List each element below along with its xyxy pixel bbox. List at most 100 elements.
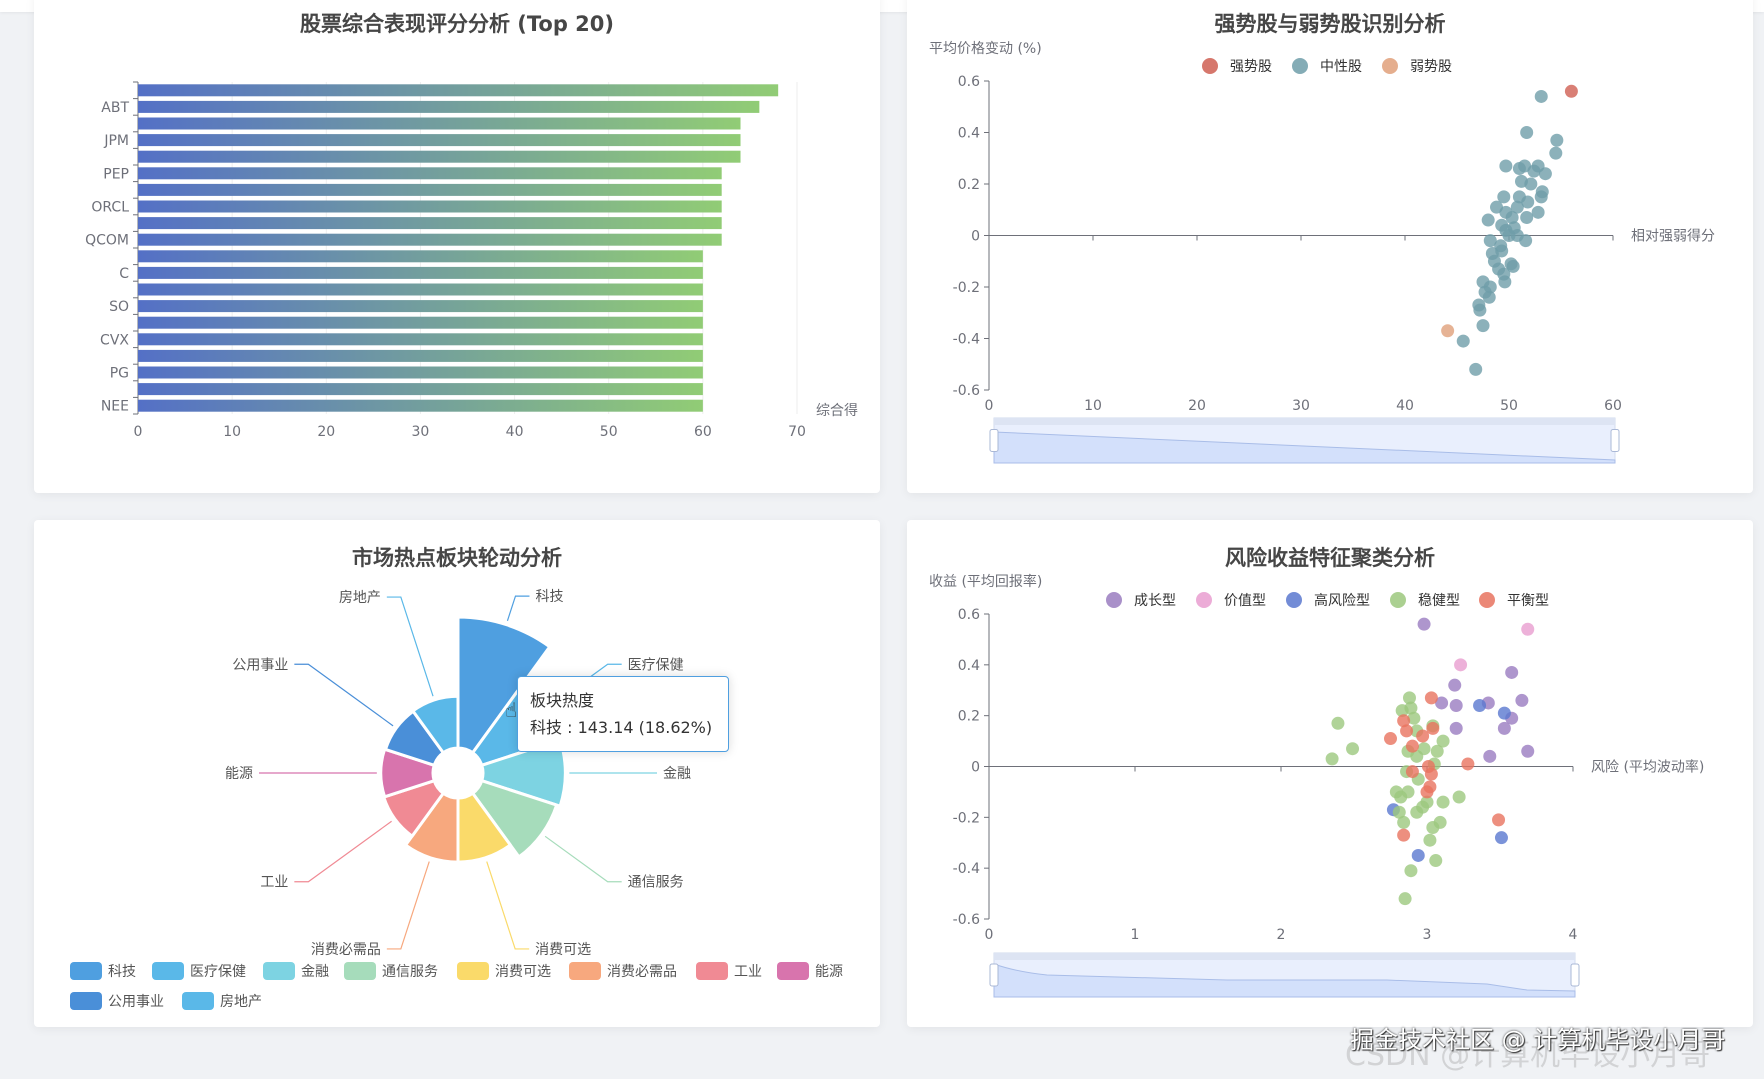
rose-slice[interactable] xyxy=(471,779,559,859)
legend-label: 能源 xyxy=(815,964,843,980)
legend-item[interactable]: 消费必需品 xyxy=(569,961,677,981)
data-point xyxy=(1449,721,1463,735)
x-tick-label: 4 xyxy=(1569,927,1578,943)
y-tick-label: SO xyxy=(109,299,129,315)
data-point xyxy=(1473,303,1487,317)
data-point xyxy=(1452,790,1466,804)
y-tick-label: -0.2 xyxy=(953,810,980,826)
y-tick-label: 0.2 xyxy=(958,709,980,725)
legend-marker-icon xyxy=(1382,58,1398,74)
data-point xyxy=(1397,815,1411,829)
legend-item[interactable]: 消费可选 xyxy=(457,961,551,981)
label-leader-line xyxy=(506,595,530,622)
data-point xyxy=(1400,724,1414,738)
data-point xyxy=(1325,752,1339,766)
legend-swatch-icon xyxy=(70,992,102,1010)
data-point xyxy=(1398,892,1412,906)
x-tick-label: 10 xyxy=(1084,398,1102,414)
datazoom-handle[interactable] xyxy=(989,429,999,452)
data-point xyxy=(1497,190,1511,204)
x-tick-label: 20 xyxy=(1188,398,1206,414)
bar xyxy=(138,333,703,346)
datazoom-handle[interactable] xyxy=(1610,429,1620,452)
data-point xyxy=(1495,244,1509,258)
rose-slice[interactable] xyxy=(383,709,445,767)
data-point xyxy=(1534,89,1548,103)
legend-swatch-icon xyxy=(70,962,102,980)
data-point xyxy=(1433,815,1447,829)
chart-title: 股票综合表现评分分析 (Top 20) xyxy=(299,12,615,36)
legend-item[interactable]: 医疗保健 xyxy=(152,961,246,981)
data-point xyxy=(1435,696,1449,710)
data-point xyxy=(1449,699,1463,712)
slice-label: 消费可选 xyxy=(535,942,591,958)
data-point xyxy=(1519,234,1533,248)
legend-item[interactable]: 公用事业 xyxy=(70,991,164,1011)
legend-label: 高风险型 xyxy=(1314,592,1370,609)
datazoom-preview-area xyxy=(993,431,1616,464)
x-tick-label: 70 xyxy=(788,424,806,440)
legend-label: 通信服务 xyxy=(382,964,438,980)
y-tick-label: 0.4 xyxy=(958,658,980,674)
slice-label: 工业 xyxy=(260,875,288,891)
x-tick-label: 60 xyxy=(1604,398,1622,414)
hand-cursor-icon: ☝ xyxy=(505,698,518,722)
y-tick-label: ABT xyxy=(101,100,129,116)
legend-item[interactable]: 工业 xyxy=(696,961,762,981)
data-point xyxy=(1506,259,1520,273)
datazoom-move-bar[interactable] xyxy=(994,418,1615,425)
legend-marker-icon xyxy=(1106,592,1122,608)
data-point xyxy=(1405,739,1419,753)
data-point xyxy=(1426,721,1440,735)
data-point xyxy=(1549,146,1563,160)
label-leader-line xyxy=(294,663,394,727)
legend-label: 房地产 xyxy=(220,994,262,1010)
y-tick-label: -0.6 xyxy=(953,383,980,399)
legend-item[interactable]: 科技 xyxy=(70,961,136,981)
data-point xyxy=(1482,290,1496,304)
data-point xyxy=(1494,831,1508,845)
rose-slice[interactable] xyxy=(456,615,552,755)
datazoom-handle[interactable] xyxy=(989,963,999,987)
y-tick-label: 0.6 xyxy=(958,74,980,90)
legend-label: 金融 xyxy=(301,964,329,980)
data-point xyxy=(1436,734,1450,748)
x-tick-label: 30 xyxy=(1292,398,1310,414)
data-point xyxy=(1441,324,1455,338)
legend-label: 稳健型 xyxy=(1418,593,1460,609)
legend-item[interactable]: 通信服务 xyxy=(344,961,438,981)
rose-slice[interactable] xyxy=(404,791,460,864)
label-leader-line xyxy=(386,596,434,697)
legend-label: 医疗保健 xyxy=(190,964,246,980)
bar xyxy=(138,183,722,196)
legend-label: 中性股 xyxy=(1320,59,1362,75)
data-point xyxy=(1498,275,1512,289)
legend-swatch-icon xyxy=(696,962,728,980)
rose-slice[interactable] xyxy=(456,791,512,864)
bar xyxy=(138,167,722,180)
data-point xyxy=(1521,195,1535,209)
datazoom-move-bar[interactable] xyxy=(994,953,1575,960)
slice-label: 公用事业 xyxy=(232,657,288,673)
watermark-primary: 掘金技术社区 @ 计算机毕设小月哥 xyxy=(1350,1026,1726,1054)
data-point xyxy=(1461,757,1475,771)
data-point xyxy=(1417,742,1431,756)
rose-slice[interactable] xyxy=(411,694,460,755)
data-point xyxy=(1550,133,1564,147)
scatter-strength-card: 强势股与弱势股识别分析 平均价格变动 (%) 强势股 中性股 弱势股 0.6 0.4 0.2… xyxy=(907,0,1753,493)
tooltip-value: 科技 : 143.14 (18.62%) xyxy=(530,718,713,737)
tooltip: 板块热度 科技 : 143.14 (18.62%) xyxy=(517,676,729,752)
legend-item[interactable]: 金融 xyxy=(263,961,329,981)
rose-slice[interactable] xyxy=(382,779,445,838)
x-tick-label: 1 xyxy=(1131,927,1140,943)
slice-label: 医疗保健 xyxy=(628,657,684,673)
legend-item[interactable]: 房地产 xyxy=(182,991,262,1011)
rose-chart-card: 市场热点板块轮动分析 科技 医疗保健 金融 通信服务 消费可选 消费必需品 工业 能源 公用事业… xyxy=(34,520,880,1027)
y-axis-name: 收益 (平均回报率) xyxy=(929,573,1042,590)
data-point xyxy=(1429,854,1443,868)
slice-label: 科技 xyxy=(535,589,563,605)
legend-item[interactable]: 能源 xyxy=(777,961,843,981)
data-point xyxy=(1423,833,1437,847)
datazoom-handle[interactable] xyxy=(1570,963,1580,987)
data-point xyxy=(1331,716,1345,730)
